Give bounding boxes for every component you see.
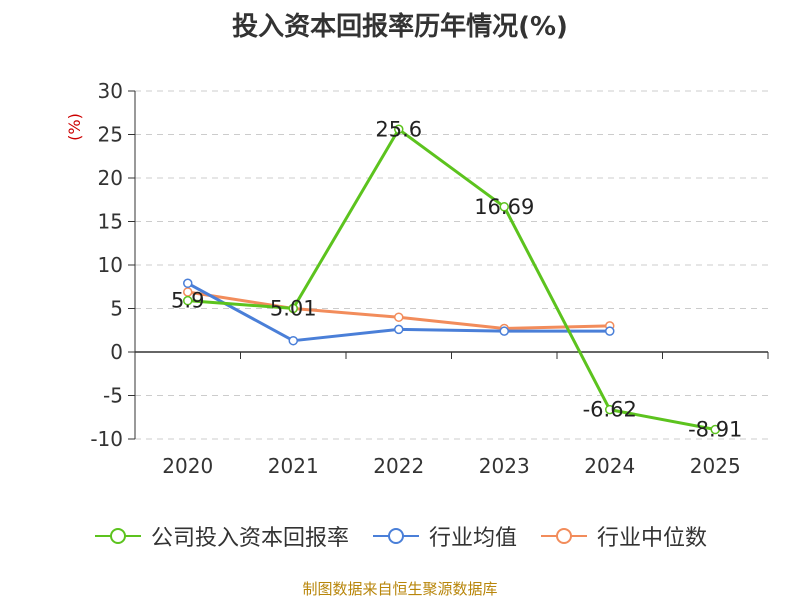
- line-chart: 30 25 20 15 10 5 0 -5 -10 2020 2021 2022 2023 2024 202…: [65, 79, 769, 478]
- y-tick-label: -5: [103, 384, 123, 408]
- x-tick-label: 2023: [479, 454, 530, 478]
- data-point[interactable]: [394, 124, 404, 135]
- y-tick-label: 10: [98, 253, 123, 277]
- data-point[interactable]: [499, 202, 509, 212]
- series-line: [187, 127, 716, 431]
- legend-label-industry-median: 行业中位数: [597, 526, 708, 551]
- data-labels: 5.9 5.01 25.6 16.69 -6.62 -8.91: [171, 117, 742, 441]
- legend-marker-industry-mean: [372, 528, 419, 544]
- x-tick-label: 2021: [268, 454, 319, 478]
- legend-label-company: 公司投入资本回报率: [150, 526, 349, 551]
- x-tick-label: 2024: [584, 454, 635, 478]
- x-tick-label: 2020: [162, 454, 213, 478]
- y-tick-label: 15: [98, 210, 123, 234]
- data-label: 16.69: [474, 195, 534, 219]
- data-point[interactable]: [710, 424, 720, 435]
- y-tick-label: 25: [98, 123, 123, 147]
- legend: 公司投入资本回报率 行业均值 行业中位数: [0, 520, 800, 552]
- data-point[interactable]: [288, 303, 298, 314]
- legend-label-industry-mean: 行业均值: [428, 526, 517, 551]
- data-label: 25.6: [375, 117, 422, 141]
- data-point[interactable]: [394, 324, 404, 335]
- x-tick-label: 2025: [690, 454, 741, 478]
- data-point[interactable]: [288, 335, 298, 346]
- chart-title: 投入资本回报率历年情况(%): [232, 12, 568, 42]
- data-label: -6.62: [583, 398, 637, 422]
- grid-lines: [135, 90, 768, 440]
- series-lines: [183, 124, 720, 435]
- data-point[interactable]: [394, 312, 404, 322]
- y-tick-label: 20: [98, 166, 123, 190]
- data-point[interactable]: [183, 295, 193, 306]
- legend-item-company[interactable]: 公司投入资本回报率: [93, 520, 349, 552]
- data-label: 5.9: [171, 289, 204, 313]
- x-tick-label: 2022: [373, 454, 424, 478]
- y-axis-label: (%): [65, 113, 84, 141]
- y-tick-label: -10: [90, 427, 123, 451]
- data-label: 5.01: [270, 296, 317, 320]
- legend-marker-industry-median: [541, 528, 587, 544]
- data-point[interactable]: [499, 326, 509, 336]
- legend-item-industry-median[interactable]: 行业中位数: [539, 520, 707, 552]
- data-point[interactable]: [605, 404, 615, 415]
- legend-marker-company: [94, 528, 141, 544]
- series-line: [187, 290, 610, 331]
- data-point[interactable]: [183, 278, 193, 289]
- y-tick-label: 5: [110, 297, 123, 321]
- y-tick-label: 0: [110, 340, 123, 364]
- data-point[interactable]: [605, 326, 615, 336]
- legend-item-industry-mean[interactable]: 行业均值: [371, 520, 517, 552]
- axes: 30 25 20 15 10 5 0 -5 -10 2020 2021 2022 2023 2024 202…: [90, 79, 769, 478]
- data-label: -8.91: [688, 418, 742, 442]
- data-source-note: 制图数据来自恒生聚源数据库: [302, 580, 498, 598]
- y-tick-label: 30: [98, 79, 123, 103]
